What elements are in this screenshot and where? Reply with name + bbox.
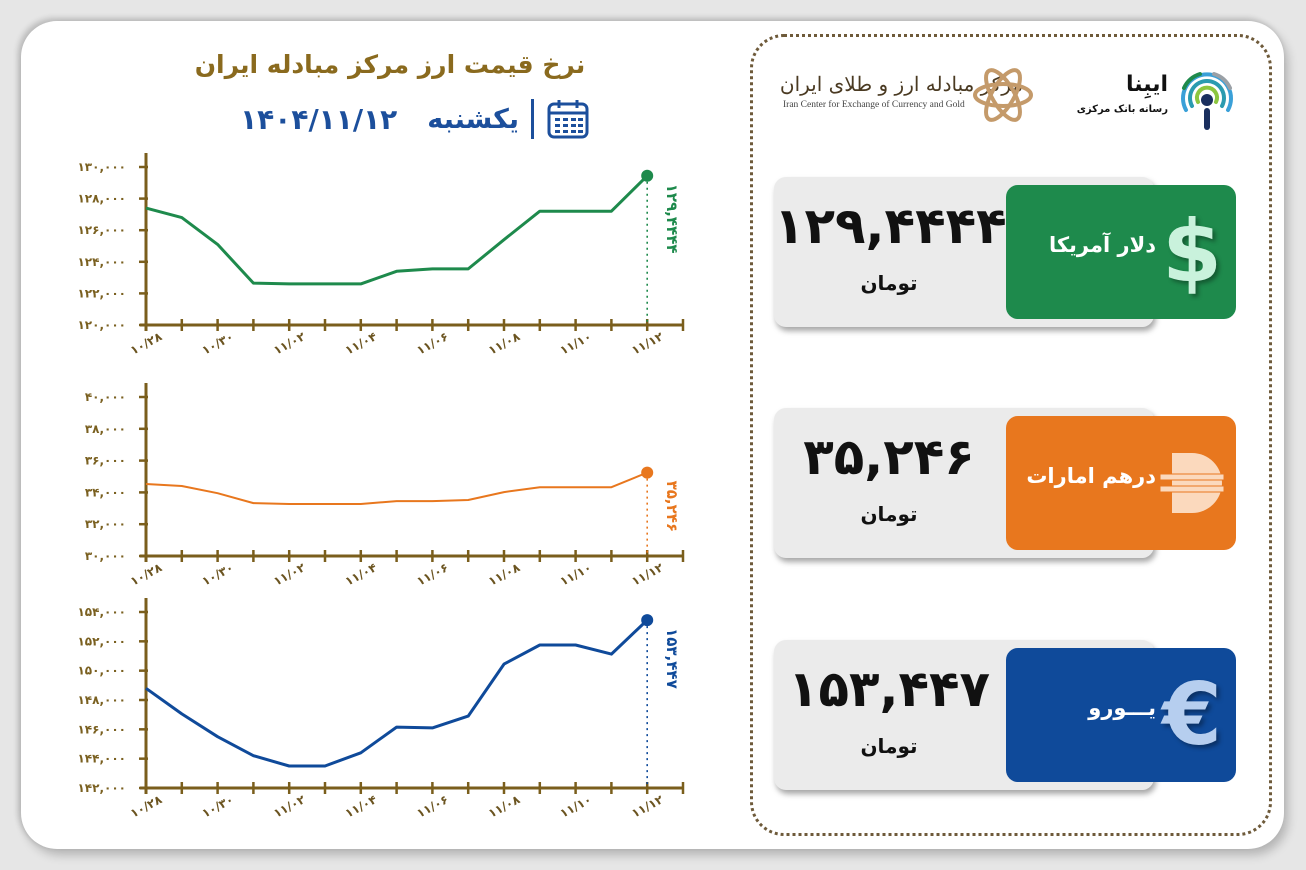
y-tick-label: ۱۵۰,۰۰۰ xyxy=(77,664,126,678)
last-value-label: ۳۵,۲۴۶ xyxy=(663,481,681,532)
charts-area: ۱۲۰,۰۰۰ ۱۲۲,۰۰۰ ۱۲۴,۰۰۰ ۱۲۶,۰۰۰ ۱۲۸,۰۰۰ ۱۳۰,۰… xyxy=(77,153,685,821)
x-tick-label: ۱۱/۰۲ xyxy=(271,560,308,588)
x-tick-label: ۱۱/۱۰ xyxy=(558,792,594,820)
y-tick-label: ۴۰,۰۰۰ xyxy=(85,390,126,404)
day-of-week: یکشنبه xyxy=(427,103,519,135)
ibena-logo: ایبِنا رسانه بانک مرکزی xyxy=(1076,68,1233,132)
x-tick-label: ۱۰/۲۸ xyxy=(128,792,165,820)
y-tick-label: ۳۲,۰۰۰ xyxy=(85,517,126,531)
y-tick-label: ۱۲۸,۰۰۰ xyxy=(77,192,126,206)
y-tick-label: ۱۴۴,۰۰۰ xyxy=(77,752,126,766)
eur-card: ۱۵۳,۴۴۷ تومان یـــورو € xyxy=(772,640,1238,790)
y-tick-label: ۱۳۰,۰۰۰ xyxy=(77,160,126,174)
dollar-icon: $ xyxy=(1162,202,1222,302)
date-separator xyxy=(531,99,534,139)
calendar-icon xyxy=(547,100,589,139)
line-chart-0: ۱۲۰,۰۰۰ ۱۲۲,۰۰۰ ۱۲۴,۰۰۰ ۱۲۶,۰۰۰ ۱۲۸,۰۰۰ ۱۳۰,۰… xyxy=(77,153,685,358)
broadcast-icon xyxy=(1181,72,1233,130)
x-tick-label: ۱۱/۱۲ xyxy=(629,792,666,820)
x-tick-label: ۱۱/۰۸ xyxy=(486,560,523,588)
x-tick-label: ۱۱/۰۸ xyxy=(486,792,523,820)
x-tick-label: ۱۱/۱۰ xyxy=(558,560,594,588)
y-tick-label: ۳۶,۰۰۰ xyxy=(85,454,126,468)
dirham-icon xyxy=(1159,453,1225,513)
ibena-name: ایبِنا xyxy=(1125,72,1168,97)
x-tick-label: ۱۱/۰۶ xyxy=(414,560,450,588)
y-tick-label: ۱۲۲,۰۰۰ xyxy=(77,286,126,300)
y-tick-label: ۳۰,۰۰۰ xyxy=(85,549,126,563)
aed-label-box: درهم امارات xyxy=(1006,416,1236,550)
last-point-marker xyxy=(641,466,654,479)
x-tick-label: ۱۱/۰۲ xyxy=(271,329,308,357)
logos-row: مرکز مبادله ارز و طلای ایران Iran Center… xyxy=(775,62,1245,132)
usd-value: ۱۲۹,۴۴۴۴ xyxy=(774,197,1007,255)
x-tick-label: ۱۰/۳۰ xyxy=(200,792,236,820)
x-tick-label: ۱۱/۰۴ xyxy=(343,329,379,357)
aed-unit: تومان xyxy=(860,502,918,526)
x-tick-label: ۱۱/۰۴ xyxy=(343,792,379,820)
y-tick-label: ۳۴,۰۰۰ xyxy=(85,485,126,499)
y-tick-label: ۱۴۸,۰۰۰ xyxy=(77,693,126,707)
usd-label: دلار آمریکا xyxy=(1048,233,1156,257)
series-line xyxy=(145,619,649,768)
series-line xyxy=(145,174,649,286)
rates-panel xyxy=(750,34,1272,836)
x-tick-label: ۱۱/۰۲ xyxy=(271,792,308,820)
last-value-label: ۱۵۳,۴۴۷ xyxy=(663,628,681,689)
x-tick-label: ۱۰/۲۸ xyxy=(128,329,165,357)
x-tick-label: ۱۰/۲۸ xyxy=(128,560,165,588)
series-line xyxy=(145,471,648,505)
y-tick-label: ۱۲۴,۰۰۰ xyxy=(77,255,126,269)
eur-unit: تومان xyxy=(860,734,918,758)
page-title: نرخ قیمت ارز مرکز مبادله ایران xyxy=(194,50,586,79)
date: ۱۴۰۴/۱۱/۱۲ xyxy=(240,102,398,136)
x-tick-label: ۱۱/۰۸ xyxy=(486,329,523,357)
aed-card: ۳۵,۲۴۶ تومان درهم امارات xyxy=(772,408,1238,558)
line-chart-2: ۱۴۲,۰۰۰ ۱۴۴,۰۰۰ ۱۴۶,۰۰۰ ۱۴۸,۰۰۰ ۱۵۰,۰۰۰ ۱۵۲,۰… xyxy=(77,598,685,821)
icx-star-icon xyxy=(973,68,1033,122)
y-tick-label: ۱۵۴,۰۰۰ xyxy=(77,605,126,619)
last-point-marker xyxy=(641,169,654,182)
x-tick-label: ۱۱/۱۲ xyxy=(629,560,666,588)
last-value-label: ۱۲۹,۴۴۴۴ xyxy=(663,184,681,254)
x-tick-label: ۱۱/۱۲ xyxy=(629,329,666,357)
x-tick-label: ۱۰/۳۰ xyxy=(200,329,236,357)
x-tick-label: ۱۱/۰۶ xyxy=(414,792,450,820)
line-chart-1: ۳۰,۰۰۰ ۳۲,۰۰۰ ۳۴,۰۰۰ ۳۶,۰۰۰ ۳۸,۰۰۰ ۴۰,۰۰۰ ۱۰/۲… xyxy=(85,383,685,589)
last-point-marker xyxy=(641,614,654,627)
y-tick-label: ۱۲۰,۰۰۰ xyxy=(77,318,126,332)
date-row: یکشنبه ۱۴۰۴/۱۱/۱۲ xyxy=(240,96,590,142)
aed-label: درهم امارات xyxy=(1026,464,1156,488)
y-tick-label: ۳۸,۰۰۰ xyxy=(85,422,126,436)
x-tick-label: ۱۱/۱۰ xyxy=(558,329,594,357)
x-tick-label: ۱۱/۰۶ xyxy=(414,329,450,357)
y-tick-label: ۱۵۲,۰۰۰ xyxy=(77,634,126,648)
ibena-subtitle: رسانه بانک مرکزی xyxy=(1076,104,1168,115)
usd-unit: تومان xyxy=(860,271,918,295)
eur-value: ۱۵۳,۴۴۷ xyxy=(787,660,991,718)
icx-name-fa: مرکز مبادله ارز و طلای ایران xyxy=(779,72,1023,96)
icx-logo-text: مرکز مبادله ارز و طلای ایران Iran Center… xyxy=(779,72,1023,110)
usd-card: ۱۲۹,۴۴۴۴ تومان دلار آمریکا $ xyxy=(772,177,1238,327)
y-tick-label: ۱۴۲,۰۰۰ xyxy=(77,781,126,795)
eur-label-box: یـــورو € xyxy=(1006,648,1236,782)
aed-value: ۳۵,۲۴۶ xyxy=(803,428,975,486)
y-tick-label: ۱۲۶,۰۰۰ xyxy=(77,223,126,237)
icx-name-en: Iran Center for Exchange of Currency and… xyxy=(783,100,965,110)
x-tick-label: ۱۰/۳۰ xyxy=(200,560,236,588)
usd-label-box: دلار آمریکا $ xyxy=(1006,185,1236,319)
euro-icon: € xyxy=(1162,665,1222,765)
y-tick-label: ۱۴۶,۰۰۰ xyxy=(77,722,126,736)
eur-label: یـــورو xyxy=(1088,696,1156,720)
x-tick-label: ۱۱/۰۴ xyxy=(343,560,379,588)
